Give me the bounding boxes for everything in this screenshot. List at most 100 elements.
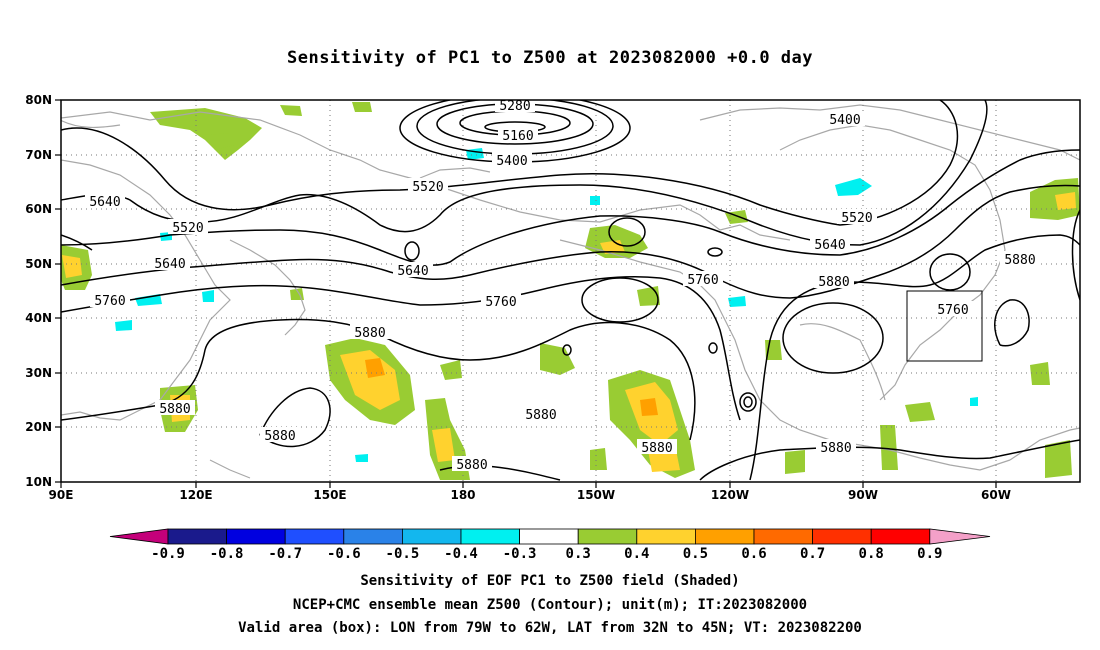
map-title: Sensitivity of PC1 to Z500 at 2023082000… xyxy=(286,48,813,68)
shade-patch xyxy=(835,178,872,196)
contour-label-bg xyxy=(85,193,125,208)
lat-label: 10N xyxy=(25,475,52,489)
colorbar-segment xyxy=(812,528,872,545)
shade-patch xyxy=(600,240,625,254)
shade-patch xyxy=(590,196,600,205)
colorbar-label: 0.3 xyxy=(566,546,591,562)
lat-label: 20N xyxy=(25,420,52,434)
contour-label: 5880 xyxy=(264,429,295,444)
contour-label: 5400 xyxy=(829,113,860,128)
shade-patch xyxy=(202,290,214,302)
contour-label: 5520 xyxy=(412,180,443,195)
contour-line xyxy=(994,299,1030,347)
contour-line xyxy=(608,217,646,247)
contour-label: 5760 xyxy=(485,295,516,310)
contour-label: 5880 xyxy=(159,402,190,417)
colorbar-label: 0.6 xyxy=(741,546,766,562)
contour-label-bg xyxy=(814,273,854,288)
colorbar-label: -0.5 xyxy=(386,546,420,562)
colorbar-segment xyxy=(577,528,638,545)
contour-label: 5880 xyxy=(820,441,851,456)
contour-label-bg xyxy=(498,127,538,142)
colorbar: -0.9 -0.8 -0.7 -0.6 -0.5 -0.4 -0.3 0.3 0.4 0.5 0.6… xyxy=(109,528,991,562)
colorbar-high-end xyxy=(929,528,991,545)
contour-line xyxy=(929,253,971,291)
contour-label-bg xyxy=(150,255,190,270)
shade-patch xyxy=(540,343,575,375)
shade-patch xyxy=(590,448,607,470)
colorbar-label: -0.3 xyxy=(503,546,537,562)
footer-line-3: Valid area (box): LON from 79W to 62W, L… xyxy=(238,620,862,636)
contour-label-bg xyxy=(481,293,521,308)
lon-label: 120W xyxy=(711,488,749,502)
colorbar-label: -0.8 xyxy=(210,546,244,562)
coastline xyxy=(61,111,791,241)
contour-line xyxy=(739,392,757,412)
contour-label: 5760 xyxy=(94,294,125,309)
coastline xyxy=(61,119,121,128)
contour-label: 5880 xyxy=(1004,253,1035,268)
contour-line xyxy=(61,149,1080,266)
contour-label: 5760 xyxy=(687,273,718,288)
contour-labels: 5280 5160 5400 5520 5400 5640 5520 5640 5520 5640… xyxy=(85,99,1040,473)
contour-label-bg xyxy=(168,219,208,234)
contour-label: 5880 xyxy=(525,408,556,423)
coastline xyxy=(209,459,251,479)
colorbar-segment xyxy=(226,528,286,545)
colorbar-segment xyxy=(167,528,227,545)
contour-label-bg xyxy=(825,111,865,126)
coastline xyxy=(799,323,886,401)
colorbar-label: -0.4 xyxy=(444,546,478,562)
contour-label: 5880 xyxy=(641,441,672,456)
shade-patch xyxy=(355,454,368,462)
contour-label: 5640 xyxy=(397,264,428,279)
map-frame xyxy=(60,99,1081,483)
shade-patch xyxy=(880,425,898,470)
shade-patch xyxy=(440,360,462,380)
shade-patch xyxy=(62,255,82,278)
contour-label-bg xyxy=(837,209,877,224)
contour-line xyxy=(61,234,93,251)
colorbar-label: -0.7 xyxy=(268,546,302,562)
contour-label: 5280 xyxy=(499,99,530,114)
shade-patch xyxy=(970,397,978,406)
lon-label: 90E xyxy=(49,488,74,502)
contour-label-bg xyxy=(521,406,561,421)
colorbar-segment xyxy=(284,528,345,545)
contour-label-bg xyxy=(408,178,448,193)
contour-line xyxy=(61,276,741,421)
contour-label-bg xyxy=(933,301,973,316)
contour-label-bg xyxy=(90,292,130,307)
shade-patch xyxy=(785,450,805,474)
contour-label-bg xyxy=(350,324,390,339)
validation-box xyxy=(906,290,983,362)
contour-label-bg xyxy=(810,236,850,251)
contour-label: 5520 xyxy=(841,211,872,226)
contour-label: 5880 xyxy=(354,326,385,341)
shade-patch xyxy=(466,148,484,160)
contour-label: 5760 xyxy=(937,303,968,318)
lon-label: 180 xyxy=(450,488,475,502)
colorbar-segment xyxy=(870,528,931,545)
contour-label: 5520 xyxy=(172,221,203,236)
colorbar-segment xyxy=(695,528,755,545)
contour-line xyxy=(1071,209,1080,301)
contour-line xyxy=(699,439,1080,481)
lat-label: 70N xyxy=(25,148,52,162)
contour-line xyxy=(404,241,420,261)
colorbar-label: 0.9 xyxy=(917,546,942,562)
colorbar-segment xyxy=(460,528,520,545)
contour-label: 5160 xyxy=(502,129,533,144)
coastline xyxy=(699,104,1080,161)
lat-label: 80N xyxy=(25,93,52,107)
lat-label: 40N xyxy=(25,311,52,325)
contour-label: 5640 xyxy=(814,238,845,253)
shade-patch xyxy=(205,133,235,150)
contour-line xyxy=(581,277,659,323)
coastline xyxy=(61,159,231,421)
colorbar-label: 0.8 xyxy=(859,546,884,562)
contour-line xyxy=(61,100,959,226)
lon-label: 150E xyxy=(313,488,346,502)
contour-label: 5640 xyxy=(154,257,185,272)
